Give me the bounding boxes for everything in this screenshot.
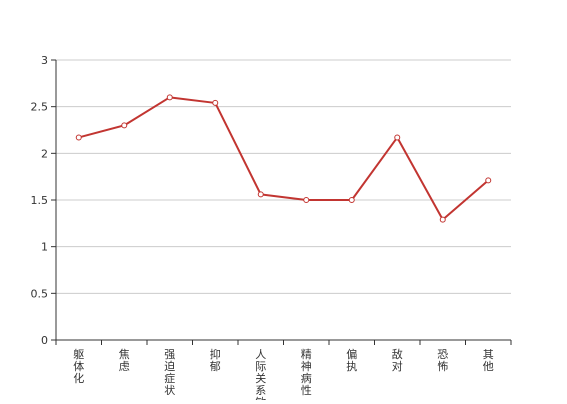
y-tick-label: 0 — [41, 334, 48, 347]
label-layer: 0 0.5 1 1.5 2 2.5 3 躯体化 焦虑 强迫症状 抑郁 人际关系敏感 精神病性 偏执 敌对 恐怖… — [31, 54, 494, 404]
y-tick-label: 2.5 — [31, 101, 49, 114]
y-tick-label: 0.5 — [31, 287, 49, 300]
data-point[interactable] — [439, 216, 446, 223]
axis-layer — [51, 59, 512, 345]
data-point[interactable] — [485, 177, 492, 184]
x-tick-label: 恐怖 — [437, 348, 448, 373]
y-tick-label: 3 — [41, 54, 48, 67]
grid-layer — [56, 59, 511, 294]
x-tick-label: 焦虑 — [119, 348, 130, 373]
x-tick-label: 其他 — [483, 348, 494, 373]
y-tick-label: 1 — [41, 241, 48, 254]
data-point[interactable] — [394, 134, 401, 141]
data-point[interactable] — [303, 197, 310, 203]
y-tick-label: 2 — [41, 147, 48, 160]
series-layer — [75, 94, 492, 223]
x-tick-label: 躯体化 — [73, 348, 84, 385]
data-point[interactable] — [257, 191, 264, 198]
x-tick-label: 强迫症状 — [164, 348, 175, 397]
data-point[interactable] — [121, 122, 128, 129]
series-line — [78, 96, 489, 221]
data-point[interactable] — [212, 99, 219, 106]
data-point[interactable] — [166, 94, 173, 101]
x-tick-label: 敌对 — [392, 347, 403, 373]
data-point[interactable] — [75, 134, 82, 141]
x-tick-label: 抑郁 — [210, 347, 221, 373]
x-tick-label: 偏执 — [346, 347, 357, 373]
x-tick-label: 精神病性 — [301, 348, 312, 397]
y-tick-label: 1.5 — [31, 194, 49, 207]
data-point[interactable] — [348, 197, 355, 203]
x-tick-label: 人际关系敏感 — [255, 348, 266, 400]
